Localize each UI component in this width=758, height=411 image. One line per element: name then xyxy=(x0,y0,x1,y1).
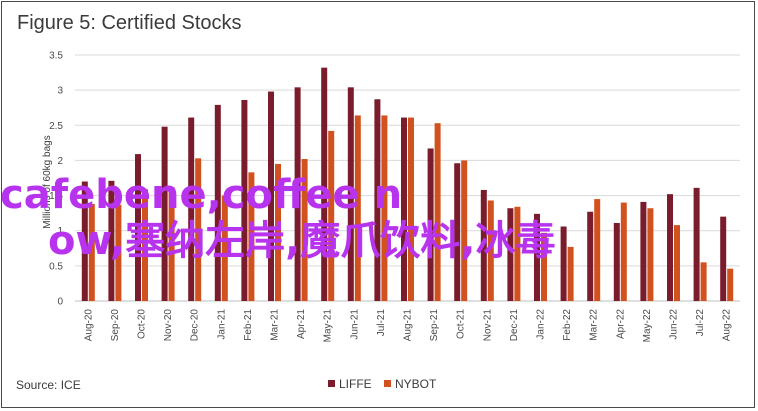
x-tick-label: Apr-21 xyxy=(296,309,307,339)
bar-nybot xyxy=(408,117,414,301)
x-tick-label: Dec-20 xyxy=(190,309,201,342)
x-tick-label: Nov-21 xyxy=(482,309,493,342)
source-note: Source: ICE xyxy=(16,378,81,392)
bars xyxy=(81,67,734,302)
bar-nybot xyxy=(354,115,361,302)
bar-nybot xyxy=(674,225,680,301)
bar-liffe xyxy=(534,213,540,301)
y-axis-ticks: 0 0.5 1 1.5 2 2.5 3 3.5 xyxy=(49,51,63,308)
bar-liffe xyxy=(321,67,328,301)
x-tick-label: Apr-22 xyxy=(615,309,626,339)
x-tick-label: May-22 xyxy=(642,309,653,343)
bar-nybot xyxy=(567,246,574,301)
y-tick-label: 0.5 xyxy=(49,261,63,272)
y-tick-label: 1.5 xyxy=(49,191,63,202)
x-tick-label: Aug-20 xyxy=(83,309,94,342)
bar-liffe xyxy=(640,201,647,301)
legend-label-liffe: LIFFE xyxy=(339,377,372,391)
bar-liffe xyxy=(587,211,594,301)
bar-nybot xyxy=(381,115,388,302)
bar-liffe xyxy=(480,189,487,301)
bar-nybot xyxy=(487,200,494,301)
bar-liffe xyxy=(613,222,620,301)
x-tick-label: Aug-22 xyxy=(722,309,733,342)
bar-liffe xyxy=(241,99,248,302)
bar-liffe xyxy=(401,117,407,301)
bar-liffe xyxy=(693,187,700,301)
x-tick-label: Feb-22 xyxy=(562,309,573,341)
x-tick-label: Jun-22 xyxy=(669,309,680,340)
bar-nybot xyxy=(461,160,468,301)
x-tick-label: Nov-20 xyxy=(163,309,174,342)
bar-liffe xyxy=(427,148,434,301)
legend-swatch-nybot xyxy=(384,380,391,387)
bar-liffe xyxy=(507,208,514,301)
y-tick-label: 2 xyxy=(57,156,63,167)
bar-liffe xyxy=(454,163,461,301)
bar-nybot xyxy=(727,268,734,301)
bar-nybot xyxy=(195,158,202,301)
bar-liffe xyxy=(81,181,88,301)
y-tick-label: 2.5 xyxy=(49,121,63,132)
y-tick-label: 3.5 xyxy=(49,51,63,62)
chart-title: Figure 5: Certified Stocks xyxy=(17,12,242,34)
bar-liffe xyxy=(560,226,567,301)
bar-liffe xyxy=(347,87,354,302)
bar-liffe xyxy=(374,99,381,301)
bar-liffe xyxy=(161,126,168,301)
x-axis-ticks: Aug-20 Sep-20 Oct-20 Nov-20 Dec-20 Jan-21 Feb-… xyxy=(83,309,732,343)
x-tick-label: Sep-20 xyxy=(110,309,121,342)
bar-nybot xyxy=(514,206,521,301)
bar-nybot xyxy=(301,159,308,301)
bar-liffe xyxy=(214,104,221,301)
bar-nybot xyxy=(275,163,281,301)
bar-liffe xyxy=(720,216,727,301)
bar-nybot xyxy=(168,187,175,301)
bar-liffe xyxy=(188,117,195,301)
x-tick-label: Aug-21 xyxy=(403,309,414,342)
legend-label-nybot: NYBOT xyxy=(395,377,437,391)
bar-nybot xyxy=(248,172,255,301)
x-tick-label: Oct-20 xyxy=(137,309,148,339)
y-axis-label: Millions of 60kg bags xyxy=(42,135,53,228)
x-tick-label: May-21 xyxy=(323,309,334,343)
legend-swatch-liffe xyxy=(328,380,335,387)
bar-nybot xyxy=(620,202,627,301)
y-tick-label: 3 xyxy=(57,86,63,97)
legend: LIFFE NYBOT xyxy=(328,377,437,391)
bar-nybot xyxy=(328,130,335,301)
x-tick-label: Dec-21 xyxy=(509,309,520,342)
bar-liffe xyxy=(294,87,301,302)
bar-nybot xyxy=(88,204,95,301)
bar-nybot xyxy=(647,208,654,301)
bar-liffe xyxy=(108,180,115,301)
gridlines xyxy=(75,54,740,302)
x-tick-label: Jan-21 xyxy=(216,309,227,340)
x-tick-label: Jul-22 xyxy=(695,309,706,337)
bar-nybot xyxy=(700,262,707,301)
y-tick-label: 1 xyxy=(57,226,63,237)
x-tick-label: Mar-22 xyxy=(589,309,600,341)
bar-liffe xyxy=(667,194,673,301)
x-tick-label: Jan-22 xyxy=(536,309,547,340)
bar-nybot xyxy=(142,189,148,301)
bar-liffe xyxy=(135,154,141,301)
x-tick-label: Oct-21 xyxy=(456,309,467,339)
bar-nybot xyxy=(541,232,547,301)
bar-nybot xyxy=(221,195,228,301)
bar-nybot xyxy=(594,199,601,301)
x-tick-label: Jul-21 xyxy=(376,309,387,337)
bar-nybot xyxy=(434,123,441,301)
x-tick-label: Feb-21 xyxy=(243,309,254,341)
x-tick-label: Mar-21 xyxy=(270,309,281,341)
y-tick-label: 0 xyxy=(57,297,63,308)
bar-nybot xyxy=(115,204,122,301)
x-tick-label: Jun-21 xyxy=(349,309,360,340)
x-tick-label: Sep-21 xyxy=(429,309,440,342)
bar-liffe xyxy=(268,91,274,301)
